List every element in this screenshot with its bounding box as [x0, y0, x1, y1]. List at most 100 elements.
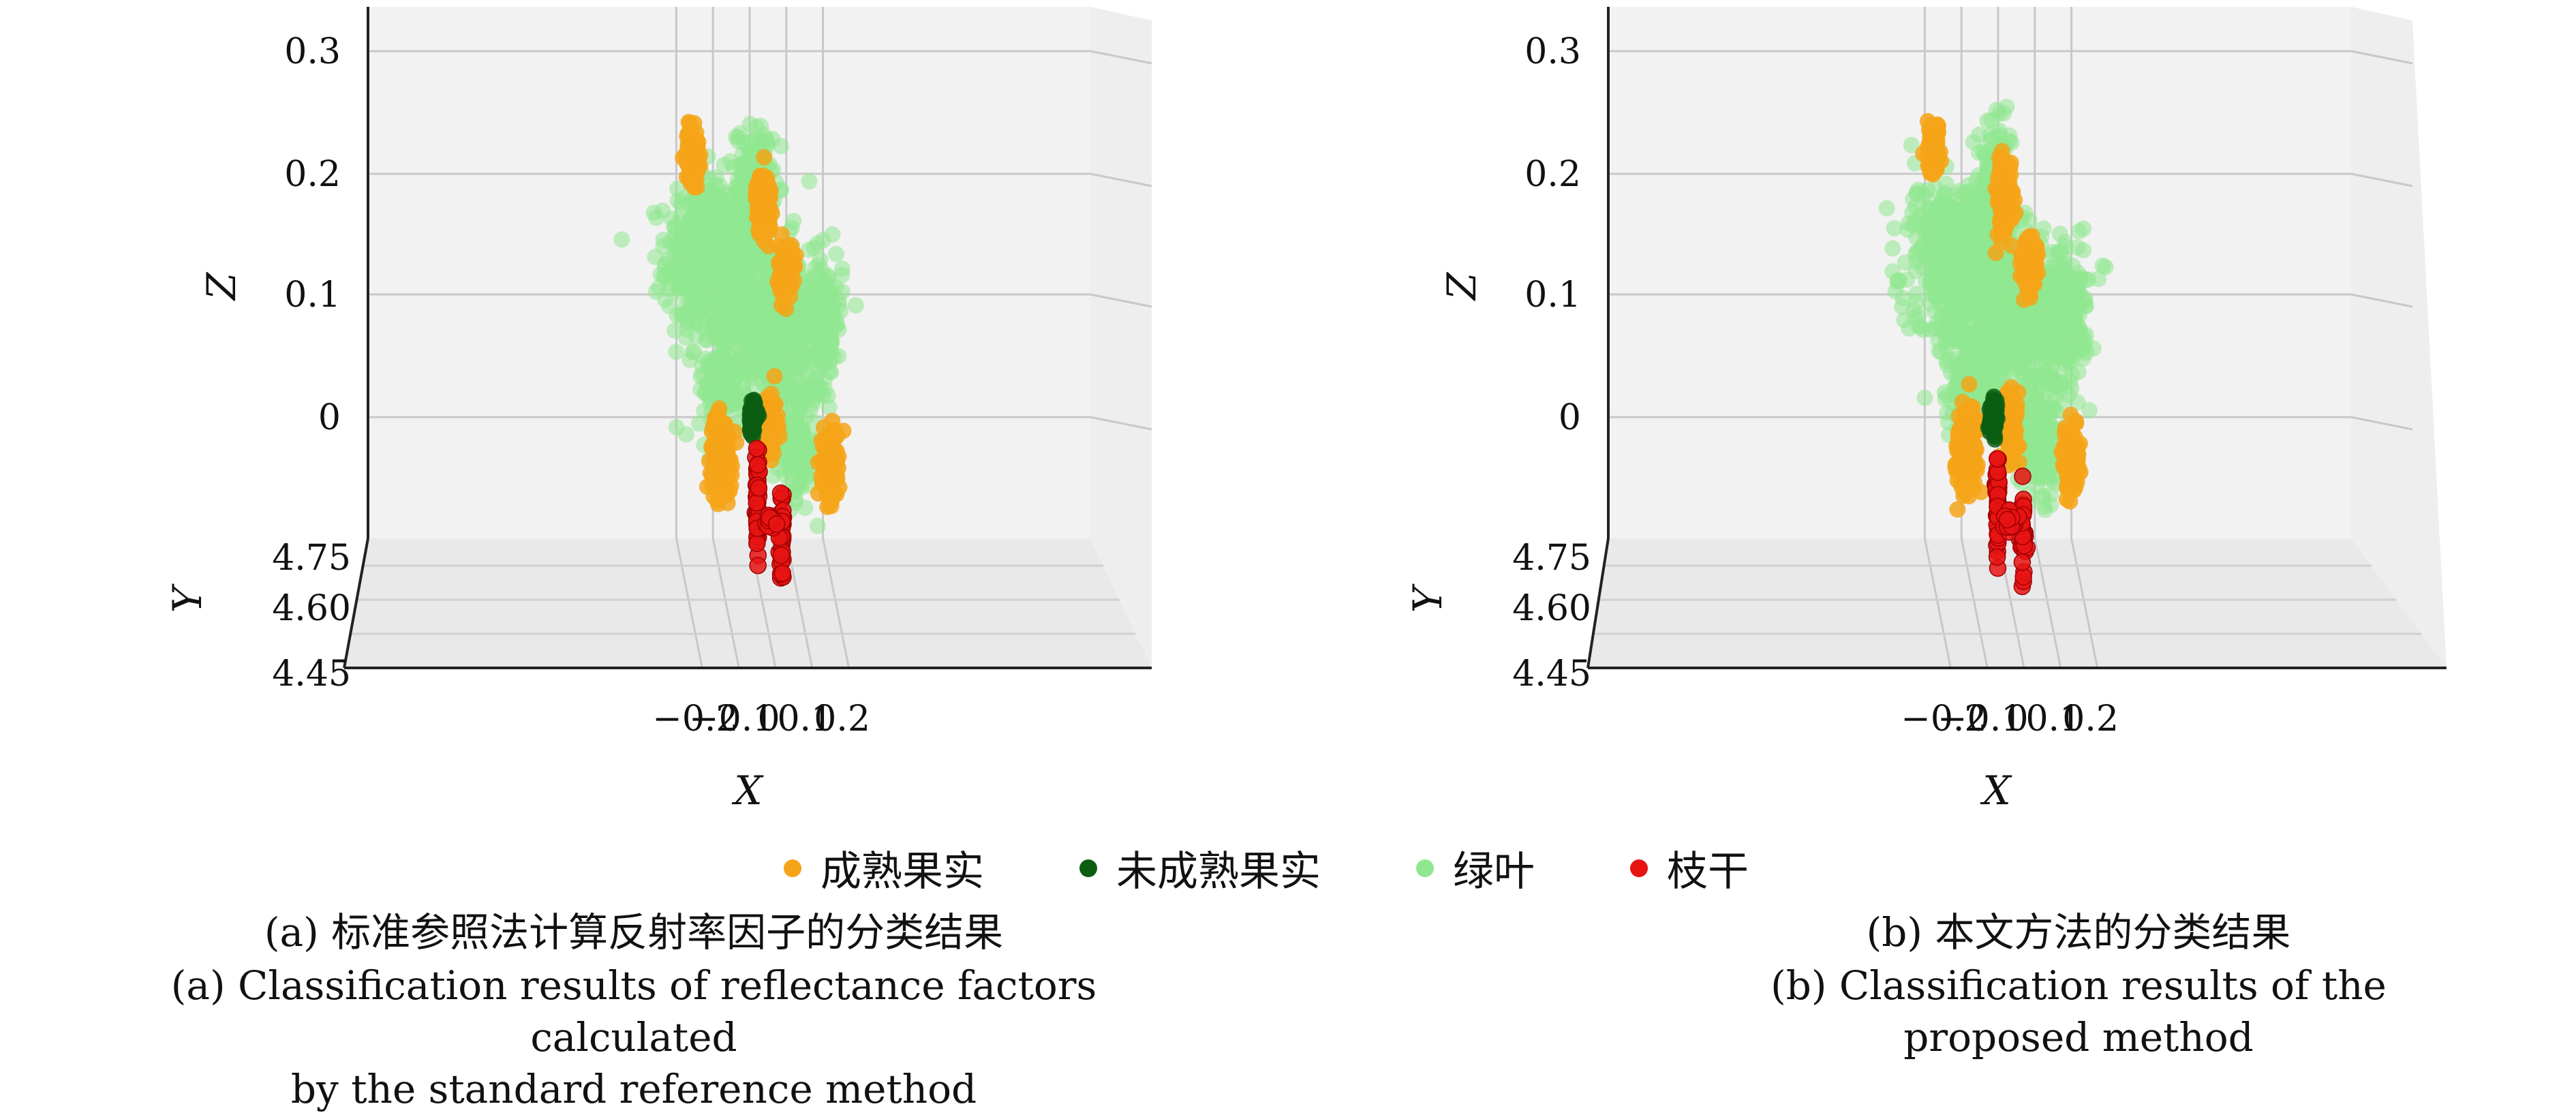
data-point — [1927, 303, 1943, 320]
data-point — [2036, 391, 2052, 407]
data-point — [801, 173, 818, 189]
data-point — [848, 297, 864, 314]
data-point — [2019, 316, 2036, 333]
data-point — [1979, 112, 1995, 129]
data-point — [821, 399, 838, 416]
data-point — [1943, 232, 1959, 248]
data-point — [696, 302, 712, 318]
data-point — [668, 343, 684, 360]
data-point — [2079, 344, 2095, 361]
data-point — [794, 436, 810, 452]
data-point — [699, 332, 716, 348]
data-point — [1926, 279, 1942, 296]
z-axis-label: Z — [198, 271, 245, 301]
y-tick-label: 4.45 — [272, 654, 351, 694]
data-point — [716, 335, 733, 351]
data-point — [1967, 331, 1983, 347]
data-point — [682, 151, 699, 167]
data-point — [773, 547, 789, 564]
data-point — [810, 363, 826, 379]
data-point — [1916, 222, 1933, 239]
data-point — [766, 368, 782, 384]
data-point — [749, 440, 765, 457]
data-point — [1925, 132, 1942, 149]
data-point — [754, 228, 771, 244]
data-point — [1961, 241, 1978, 257]
data-point — [2095, 258, 2111, 274]
data-point — [1952, 333, 1969, 350]
data-point — [2031, 468, 2047, 485]
data-point — [797, 500, 814, 516]
z-tick-label: 0 — [318, 397, 341, 438]
data-point — [718, 483, 735, 500]
data-point — [678, 427, 694, 443]
data-point — [721, 375, 737, 391]
data-point — [2046, 335, 2062, 351]
data-point — [1886, 220, 1903, 236]
data-point — [1955, 487, 1972, 504]
data-point — [769, 516, 785, 532]
data-point — [675, 246, 692, 262]
data-point — [1907, 309, 1923, 326]
data-point — [1935, 206, 1951, 222]
data-point — [756, 149, 772, 166]
data-point — [1884, 240, 1901, 256]
data-point — [613, 231, 630, 247]
data-point — [1924, 117, 1940, 133]
data-point — [778, 275, 795, 291]
data-point — [800, 324, 816, 341]
z-tick-label: 0.1 — [284, 275, 341, 316]
data-point — [2021, 246, 2037, 262]
data-point — [1993, 233, 2010, 249]
data-point — [1992, 211, 2008, 228]
data-point — [1895, 290, 1912, 307]
data-point — [715, 421, 731, 437]
data-point — [773, 485, 789, 502]
data-point — [806, 310, 823, 326]
data-point — [1982, 356, 1999, 373]
x-tick-label: 0.2 — [814, 699, 870, 739]
data-point — [815, 232, 831, 249]
z-tick-label: 0.3 — [284, 31, 341, 72]
data-point — [751, 211, 767, 227]
data-point — [829, 443, 845, 459]
data-point — [1975, 143, 1991, 159]
data-point — [755, 334, 771, 350]
data-point — [2047, 279, 2064, 296]
data-point — [746, 285, 763, 301]
data-point — [709, 227, 725, 243]
data-point — [1991, 270, 2007, 286]
data-point — [820, 337, 836, 354]
data-point — [1937, 384, 1953, 401]
data-point — [716, 470, 733, 486]
data-point — [812, 251, 829, 268]
data-point — [1939, 357, 1956, 373]
data-point — [2022, 281, 2038, 297]
data-point — [1944, 256, 1961, 273]
y-tick-label: 4.60 — [272, 588, 351, 629]
data-point — [680, 194, 696, 211]
data-point — [737, 299, 753, 316]
data-point — [1963, 408, 1980, 425]
data-point — [823, 498, 840, 515]
data-point — [2061, 292, 2077, 309]
data-point — [774, 565, 791, 581]
y-tick-label: 4.75 — [272, 538, 351, 579]
data-point — [657, 292, 673, 308]
data-point — [2071, 224, 2087, 240]
data-point — [706, 200, 722, 216]
data-point — [1925, 159, 1941, 175]
data-point — [1950, 191, 1967, 207]
data-point — [1962, 271, 1978, 288]
data-point — [2064, 320, 2080, 337]
data-point — [730, 172, 746, 188]
data-point — [679, 126, 696, 142]
data-point — [657, 259, 673, 275]
data-point — [805, 292, 821, 309]
data-point — [810, 485, 827, 502]
data-point — [1907, 247, 1924, 264]
data-point — [750, 480, 767, 496]
data-point — [810, 518, 826, 534]
floor-pane — [344, 538, 1152, 668]
